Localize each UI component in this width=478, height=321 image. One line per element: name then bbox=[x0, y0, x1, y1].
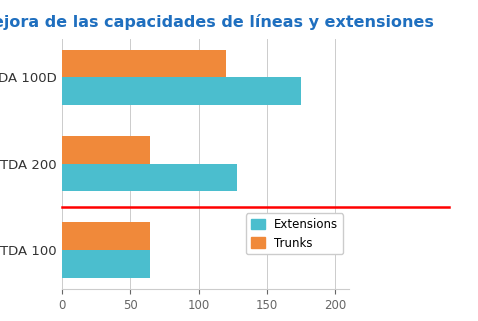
Bar bbox=[62, 136, 150, 164]
Bar bbox=[62, 222, 150, 250]
Bar bbox=[62, 250, 150, 278]
Legend: Extensions, Trunks: Extensions, Trunks bbox=[246, 213, 343, 255]
Bar bbox=[62, 50, 226, 77]
Title: Mejora de las capacidades de líneas y extensiones: Mejora de las capacidades de líneas y ex… bbox=[0, 14, 434, 30]
Bar bbox=[62, 77, 301, 105]
Bar bbox=[62, 164, 237, 191]
